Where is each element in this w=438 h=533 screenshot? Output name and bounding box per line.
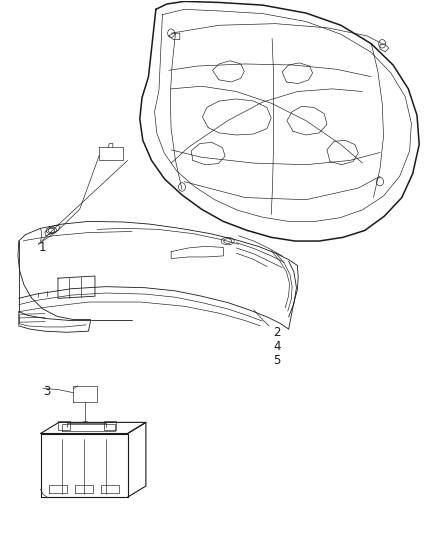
Text: 1: 1 xyxy=(39,241,46,254)
Bar xyxy=(58,421,70,430)
Text: 3: 3 xyxy=(43,385,50,398)
Text: 5: 5 xyxy=(273,354,281,367)
Text: 4: 4 xyxy=(273,340,281,353)
Bar xyxy=(104,421,116,430)
Text: 2: 2 xyxy=(273,326,281,340)
